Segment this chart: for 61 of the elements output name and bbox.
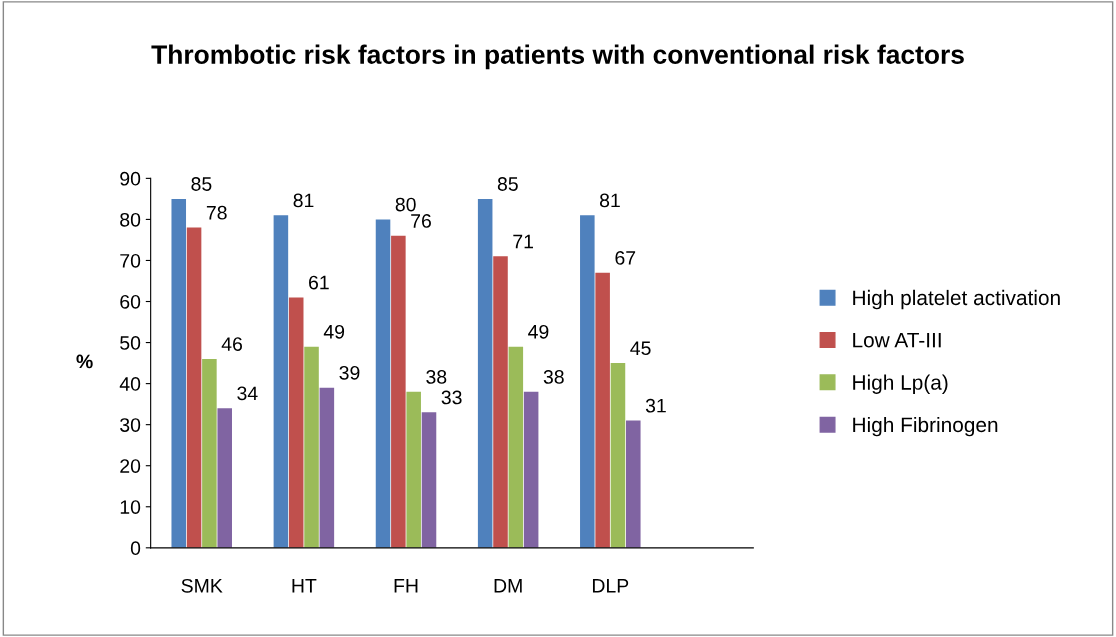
bar [217, 408, 232, 548]
data-label: 80 [395, 197, 416, 212]
y-axis-title: % [76, 354, 93, 369]
y-tick-label: 30 [120, 418, 141, 432]
data-label: 61 [309, 275, 329, 290]
data-label: 38 [543, 370, 564, 384]
x-tick-label: DM [494, 579, 522, 593]
data-label: 49 [528, 324, 549, 339]
bar [288, 297, 304, 548]
y-tick-label: 20 [120, 459, 141, 473]
data-label: 85 [497, 177, 518, 191]
bar [391, 235, 406, 548]
legend-label: Low AT-III [853, 332, 941, 348]
bar [171, 198, 187, 548]
bar [421, 412, 437, 548]
data-label: 34 [237, 386, 258, 401]
legend-label: High Lp(a) [853, 374, 948, 394]
y-tick-label: 40 [119, 377, 141, 391]
y-tick-label: 90 [120, 171, 141, 186]
data-label: 31 [645, 398, 666, 413]
data-label: 39 [339, 365, 360, 380]
bar [273, 215, 289, 548]
chart-title: Thrombotic risk factors in patients with conventional risk factors [151, 44, 964, 70]
bar [186, 227, 202, 548]
y-tick-label: 70 [120, 253, 141, 268]
data-label: 71 [513, 234, 533, 249]
bar [610, 363, 626, 548]
bar [202, 358, 217, 548]
bar [493, 256, 508, 548]
y-tick-label: 0 [130, 541, 141, 556]
bar [626, 420, 641, 548]
bar [406, 391, 421, 548]
x-tick-label: FH [394, 579, 418, 593]
y-tick-label: 60 [120, 294, 141, 309]
bar [595, 272, 610, 548]
data-label: 33 [441, 390, 462, 405]
data-label: 45 [630, 341, 651, 356]
bar [319, 387, 335, 548]
bar [304, 346, 319, 548]
data-label: 46 [221, 337, 242, 351]
data-label: 67 [615, 251, 636, 265]
data-label: 49 [323, 324, 345, 339]
x-tick-label: SMK [181, 578, 223, 593]
x-tick-label: HT [292, 579, 317, 593]
data-label: 81 [599, 193, 620, 208]
bar [477, 198, 493, 548]
data-label: 78 [206, 205, 227, 220]
data-label: 81 [293, 193, 314, 208]
bar [523, 391, 539, 548]
data-label: 76 [411, 214, 431, 228]
data-label: 38 [426, 370, 447, 384]
y-tick-label: 50 [120, 336, 141, 350]
legend-label: High platelet activation [853, 289, 1060, 310]
bar [375, 219, 391, 548]
legend-label: High Fibrinogen [853, 416, 998, 437]
bar [580, 215, 595, 548]
x-tick-label: DLP [592, 579, 629, 593]
bar [508, 346, 524, 548]
data-label: 85 [191, 177, 212, 191]
y-tick-label: 80 [120, 212, 141, 227]
y-tick-label: 10 [120, 500, 141, 515]
